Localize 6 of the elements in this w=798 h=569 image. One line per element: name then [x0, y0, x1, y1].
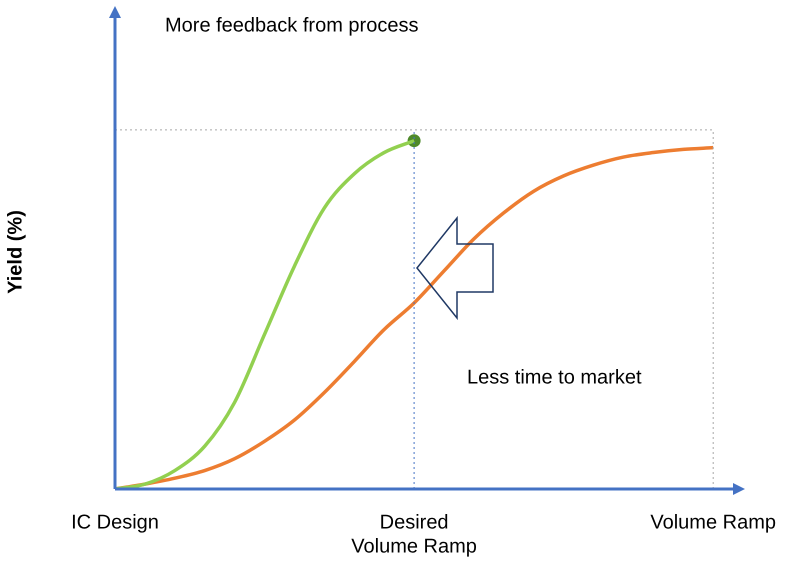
x-tick-label: Volume Ramp: [650, 512, 776, 534]
x-tick-label: Desired Volume Ramp: [351, 512, 477, 558]
x-tick-label: IC Design: [71, 512, 159, 534]
y-axis-title: Yield (%): [4, 210, 27, 294]
annotation: Less time to market: [467, 366, 642, 389]
text: More feedback from process: [165, 14, 418, 37]
